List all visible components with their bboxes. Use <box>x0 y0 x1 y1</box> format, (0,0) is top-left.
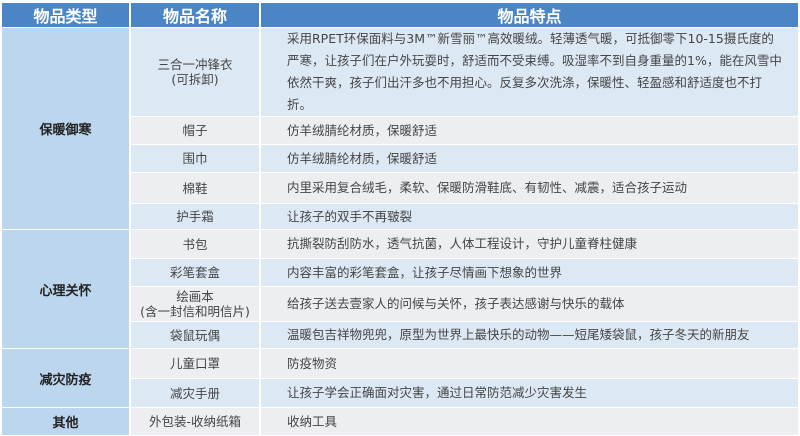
item-desc: 给孩子送去壹家人的问候与关怀，孩子表达感谢与快乐的载体 <box>261 287 798 321</box>
table-row: 彩笔套盒 内容丰富的彩笔套盒，让孩子尽情画下想象的世界 <box>2 259 798 286</box>
item-name: 绘画本 (含一封信和明信片) <box>131 287 259 321</box>
item-desc: 收纳工具 <box>261 408 798 435</box>
item-name: 彩笔套盒 <box>131 259 259 286</box>
item-name: 棉鞋 <box>131 173 259 203</box>
table-row: 棉鞋 内里采用复合绒毛，柔软、保暖防滑鞋底、有韧性、减震，适合孩子运动 <box>2 173 798 203</box>
item-name: 书包 <box>131 230 259 258</box>
item-desc: 内里采用复合绒毛，柔软、保暖防滑鞋底、有韧性、减震，适合孩子运动 <box>261 173 798 203</box>
item-desc: 仿羊绒腈纶材质，保暖舒适 <box>261 145 798 172</box>
header-name: 物品名称 <box>131 3 259 27</box>
item-desc: 温暖包吉祥物兜兜，原型为世界上最快乐的动物——短尾矮袋鼠，孩子冬天的新朋友 <box>261 322 798 348</box>
table-row: 其他 外包装-收纳纸箱 收纳工具 <box>2 408 798 435</box>
category-cell: 心理关怀 <box>2 230 129 348</box>
item-desc: 采用RPET环保面料与3M™新雪丽™高效暖绒。轻薄透气暖，可抵御零下10-15摄… <box>261 28 798 116</box>
table-row: 袋鼠玩偶 温暖包吉祥物兜兜，原型为世界上最快乐的动物——短尾矮袋鼠，孩子冬天的新… <box>2 322 798 348</box>
table-row: 绘画本 (含一封信和明信片) 给孩子送去壹家人的问候与关怀，孩子表达感谢与快乐的载… <box>2 287 798 321</box>
item-name-line: 绘画本 <box>176 289 214 304</box>
item-name: 外包装-收纳纸箱 <box>131 408 259 435</box>
item-name: 袋鼠玩偶 <box>131 322 259 348</box>
item-desc: 防疫物资 <box>261 349 798 378</box>
item-name: 三合一冲锋衣 (可拆卸) <box>131 28 259 116</box>
table-row: 帽子 仿羊绒腈纶材质，保暖舒适 <box>2 117 798 144</box>
item-desc: 让孩子学会正确面对灾害，通过日常防范减少灾害发生 <box>261 379 798 407</box>
category-cell: 保暖御寒 <box>2 28 129 229</box>
table-row: 护手霜 让孩子的双手不再皲裂 <box>2 204 798 229</box>
item-desc: 抗撕裂防刮防水，透气抗菌，人体工程设计，守护儿童脊柱健康 <box>261 230 798 258</box>
item-desc: 内容丰富的彩笔套盒，让孩子尽情画下想象的世界 <box>261 259 798 286</box>
item-desc: 仿羊绒腈纶材质，保暖舒适 <box>261 117 798 144</box>
category-cell: 其他 <box>2 408 129 435</box>
item-name-note: (含一封信和明信片) <box>140 304 250 319</box>
table-row: 心理关怀 书包 抗撕裂防刮防水，透气抗菌，人体工程设计，守护儿童脊柱健康 <box>2 230 798 348</box>
header-features: 物品特点 <box>261 3 798 27</box>
item-name-line: 三合一冲锋衣 <box>157 57 233 72</box>
table-row: 减灾手册 让孩子学会正确面对灾害，通过日常防范减少灾害发生 <box>2 379 798 407</box>
table-row: 保暖御寒 三合一冲锋衣 (可拆卸) 采用RPET环保面料与3M™新雪丽™高效暖绒。… <box>2 28 798 229</box>
table-row: 围巾 仿羊绒腈纶材质，保暖舒适 <box>2 145 798 172</box>
table-row: 减灾防疫 儿童口罩 防疫物资 <box>2 349 798 407</box>
item-desc: 让孩子的双手不再皲裂 <box>261 204 798 229</box>
category-cell: 减灾防疫 <box>2 349 129 407</box>
item-name: 护手霜 <box>131 204 259 229</box>
header-row: 物品类型 物品名称 物品特点 <box>2 3 798 27</box>
item-name: 帽子 <box>131 117 259 144</box>
item-name: 儿童口罩 <box>131 349 259 378</box>
item-name-note: (可拆卸) <box>171 72 219 87</box>
item-name: 减灾手册 <box>131 379 259 407</box>
header-category: 物品类型 <box>2 3 129 27</box>
item-name: 围巾 <box>131 145 259 172</box>
